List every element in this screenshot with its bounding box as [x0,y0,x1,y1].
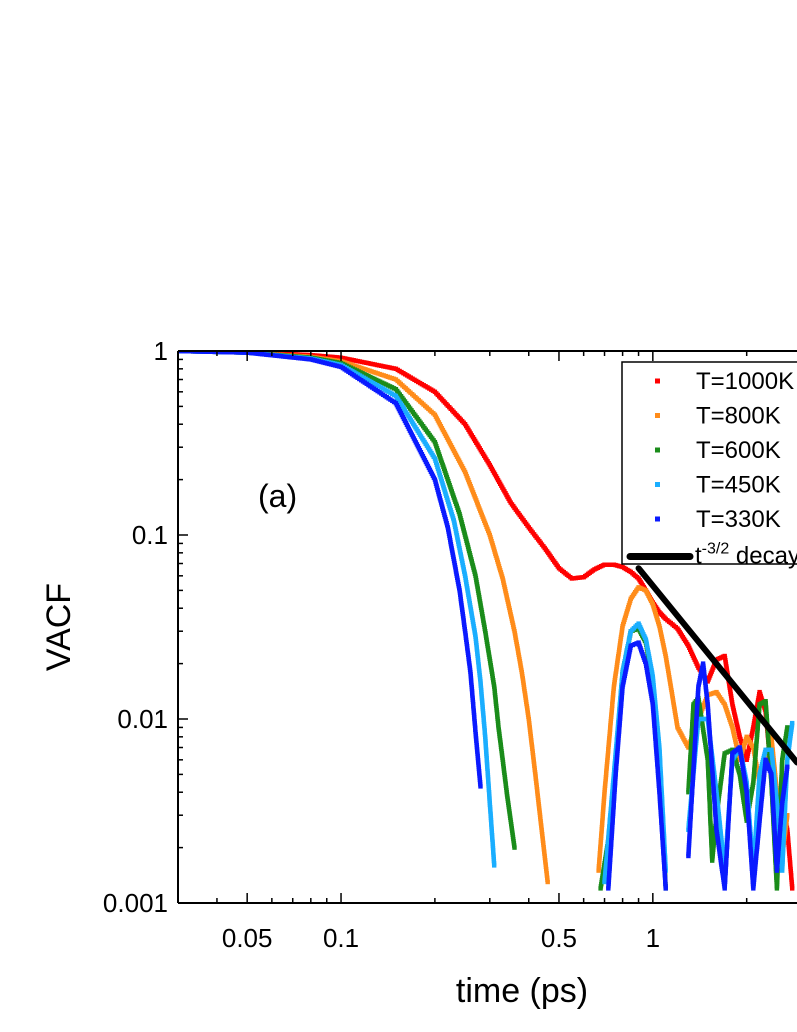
series-t-450k-point [492,863,497,868]
series-t-600k-point [512,845,517,850]
series-t-330k-point [785,764,790,769]
legend-marker [655,516,660,522]
legend-box [621,361,797,565]
y-tick-label: 1 [154,336,168,366]
legend-label: T=800K [696,403,781,430]
series-t-330k-point [203,351,209,354]
series-t-330k-point [184,351,189,354]
series-t-330k-point [197,351,202,354]
legend-marker [655,447,660,453]
series-t-800k-point [785,813,790,818]
legend: T=1000K T=800K T=600K T=450K T=330K t-3/2 dec… [621,361,797,570]
decay-fit-line [635,565,797,766]
series-t-800k-point [545,879,550,885]
legend-marker [655,413,660,418]
series-t-330k-point [663,886,668,891]
y-axis-title: VACF [40,583,78,671]
y-tick-label: 0.001 [103,888,168,918]
series-t-330k-point [190,351,196,354]
series-t-1000k-point [790,886,795,891]
x-tick-label: 0.05 [222,923,273,953]
legend-marker [655,378,660,384]
series-t-1000k-point [359,359,365,365]
series-group [178,351,797,891]
x-tick-label: 1 [646,923,660,953]
plot-area [178,351,797,891]
x-tick-label: 0.5 [541,923,577,953]
series-t-1000k-point [340,355,346,361]
axes: 0.05 0.1 0.5 1 1 0.1 0.01 0.001 [103,336,797,953]
series-t-330k [178,351,790,891]
panel-annotation: (a) [258,478,297,514]
legend-label: T=450K [696,472,781,499]
x-tick-label: 0.1 [323,923,359,953]
legend-label: T=1000K [696,368,794,395]
y-tick-label: 0.01 [117,704,168,734]
legend-label: T=600K [696,437,781,464]
series-t-600k-point [785,725,790,730]
series-t-330k-point [261,352,267,357]
legend-label: T=330K [696,506,781,533]
legend-label-decay: t-3/2 decay [695,541,797,570]
legend-marker [655,482,660,487]
series-t-330k-point [478,784,483,789]
y-tick-label: 0.1 [132,520,168,550]
x-axis-title: time (ps) [456,972,588,1010]
series-t-450k-point [790,720,795,726]
